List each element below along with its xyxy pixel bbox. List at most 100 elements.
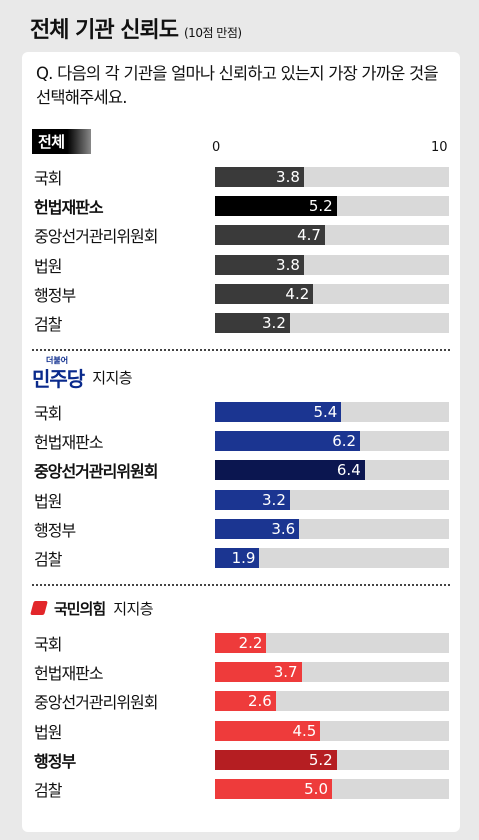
- bar-value-label: 3.6: [271, 519, 296, 538]
- bar-row: 검찰 3.2: [22, 310, 460, 334]
- bar-row: 헌법재판소 5.2: [22, 193, 460, 217]
- bar: [215, 313, 290, 333]
- ppp-logo-mark-icon: [30, 601, 48, 615]
- bar: [215, 779, 332, 799]
- scale-max-label: 10: [431, 140, 448, 155]
- category-label: 법원: [34, 722, 62, 742]
- minju-logo-small: 더불어: [46, 355, 69, 365]
- bar-value-label: 3.2: [262, 490, 286, 509]
- bar: [215, 662, 302, 683]
- bar: [215, 254, 304, 275]
- bar-value-label: 3.7: [273, 663, 298, 682]
- bar-value-label: 4.2: [285, 284, 310, 303]
- group-header-minju: 더불어 민주당 지지층: [32, 356, 133, 391]
- minju-logo: 더불어 민주당: [32, 356, 85, 392]
- bar-row: 법원 3.8: [22, 252, 460, 276]
- group-label-ppp: 국민의힘: [54, 599, 106, 618]
- category-label: 국회: [34, 404, 62, 423]
- bar-track: 3.6: [215, 518, 449, 539]
- category-label: 법원: [34, 491, 62, 511]
- category-label: 헌법재판소: [34, 664, 104, 684]
- bar-row: 법원 4.5: [22, 718, 460, 742]
- group-support-ppp: 지지층: [113, 599, 154, 618]
- bar-track: 2.2: [215, 633, 449, 653]
- bar-track: 6.2: [215, 431, 449, 452]
- category-label: 행정부: [34, 285, 76, 305]
- group-label-all: 전체: [32, 128, 91, 154]
- bar: [215, 167, 304, 187]
- bar-row: 검찰 5.0: [22, 776, 460, 800]
- bar-row: 행정부 4.2: [22, 281, 460, 305]
- bar-value-label: 2.6: [247, 692, 272, 711]
- bar-row: 법원 3.2: [22, 487, 460, 511]
- bar-value-label: 5.2: [308, 197, 333, 216]
- category-label: 검찰: [34, 315, 62, 334]
- bar: [215, 691, 276, 712]
- title-row: 전체 기관 신뢰도 (10점 만점): [30, 12, 242, 44]
- bar-track: 3.2: [215, 313, 449, 333]
- scale-min-label: 0: [212, 140, 221, 155]
- category-label: 행정부: [34, 751, 76, 771]
- bar-row: 행정부 3.6: [22, 516, 460, 540]
- group-label-minju: 민주당: [32, 366, 85, 391]
- category-label: 헌법재판소: [34, 198, 104, 218]
- bar-row: 중앙선거관리위원회 2.6: [22, 688, 460, 712]
- bar-value-label: 4.7: [297, 226, 321, 245]
- bar: [215, 431, 361, 452]
- bar-row: 중앙선거관리위원회 4.7: [22, 222, 460, 246]
- bar: [215, 460, 365, 481]
- bar-row: 국회 2.2: [22, 630, 460, 654]
- bar: [215, 196, 337, 217]
- bar: [215, 548, 260, 568]
- chart-title: 전체 기관 신뢰도: [30, 18, 179, 43]
- bar-track: 3.8: [215, 167, 449, 187]
- bar-track: 5.2: [215, 196, 449, 217]
- bar: [215, 749, 337, 770]
- bar-track: 4.7: [215, 225, 449, 246]
- group-divider: [32, 584, 450, 586]
- group-header-all: 전체: [32, 128, 91, 154]
- bar-row: 행정부 5.2: [22, 747, 460, 771]
- bar: [215, 633, 267, 653]
- category-label: 검찰: [34, 781, 62, 800]
- bar-value-label: 2.2: [238, 634, 263, 652]
- category-label: 국회: [34, 169, 62, 188]
- bar-value-label: 4.5: [292, 721, 317, 740]
- bar: [215, 518, 300, 539]
- bar-value-label: 6.2: [332, 432, 357, 451]
- category-label: 법원: [34, 256, 62, 276]
- bar-track: 2.6: [215, 691, 449, 712]
- bar-track: 3.8: [215, 254, 449, 275]
- bar-row: 국회 3.8: [22, 164, 460, 188]
- bar-track: 5.0: [215, 779, 449, 799]
- bar-row: 국회 5.4: [22, 399, 460, 423]
- bar-track: 3.2: [215, 489, 449, 510]
- bar: [215, 225, 325, 246]
- bar: [215, 720, 321, 741]
- bar-value-label: 3.8: [276, 255, 300, 274]
- bar-value-label: 1.9: [231, 549, 256, 567]
- bar-value-label: 5.2: [308, 750, 333, 769]
- bar-track: 5.4: [215, 402, 449, 422]
- group-header-ppp: 국민의힘 지지층: [30, 597, 154, 619]
- bar: [215, 402, 342, 422]
- bar-row: 검찰 1.9: [22, 545, 460, 569]
- bar-row: 중앙선거관리위원회 6.4: [22, 457, 460, 481]
- category-label: 중앙선거관리위원회: [34, 462, 158, 482]
- category-label: 중앙선거관리위원회: [34, 227, 158, 247]
- bar-track: 1.9: [215, 548, 449, 568]
- category-label: 검찰: [34, 550, 62, 569]
- bar-track: 6.4: [215, 460, 449, 481]
- bar-value-label: 3.2: [262, 314, 286, 332]
- chart-card: Q. 다음의 각 기관을 얼마나 신뢰하고 있는지 가장 가까운 것을 선택해주…: [22, 52, 460, 832]
- bar-row: 헌법재판소 3.7: [22, 659, 460, 683]
- bar-track: 3.7: [215, 662, 449, 683]
- category-label: 국회: [34, 635, 62, 654]
- bar-track: 4.2: [215, 283, 449, 304]
- bar: [215, 283, 314, 304]
- bar-value-label: 3.8: [276, 168, 300, 186]
- bar-track: 5.2: [215, 749, 449, 770]
- category-label: 행정부: [34, 520, 76, 540]
- category-label: 중앙선거관리위원회: [34, 693, 158, 713]
- bar: [215, 489, 290, 510]
